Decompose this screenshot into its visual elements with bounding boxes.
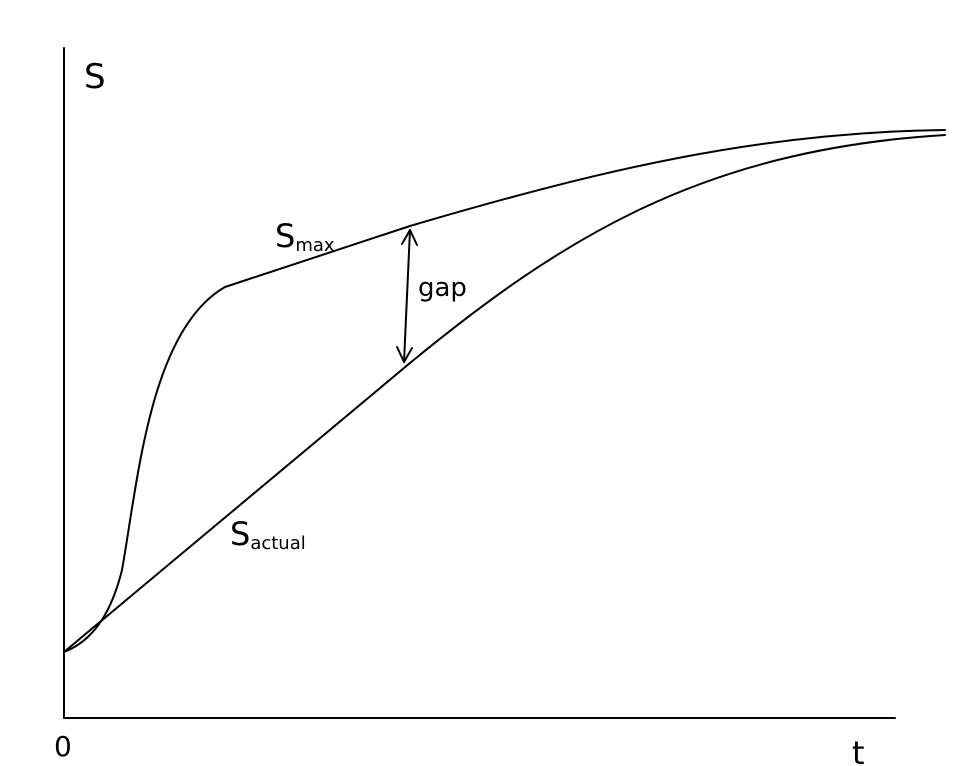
s-actual-curve — [63, 134, 946, 653]
arrow-head-top — [401, 229, 418, 246]
s-max-curve — [63, 129, 946, 653]
gap-label: gap — [418, 273, 467, 303]
gap-arrow — [403, 229, 411, 363]
origin-label: 0 — [54, 730, 72, 763]
s-max-label: Smax — [275, 217, 335, 256]
arrow-head-bottom — [396, 346, 413, 363]
s-actual-label: Sactual — [230, 515, 306, 554]
x-axis-label: t — [852, 734, 865, 766]
y-axis-label: S — [84, 57, 106, 97]
